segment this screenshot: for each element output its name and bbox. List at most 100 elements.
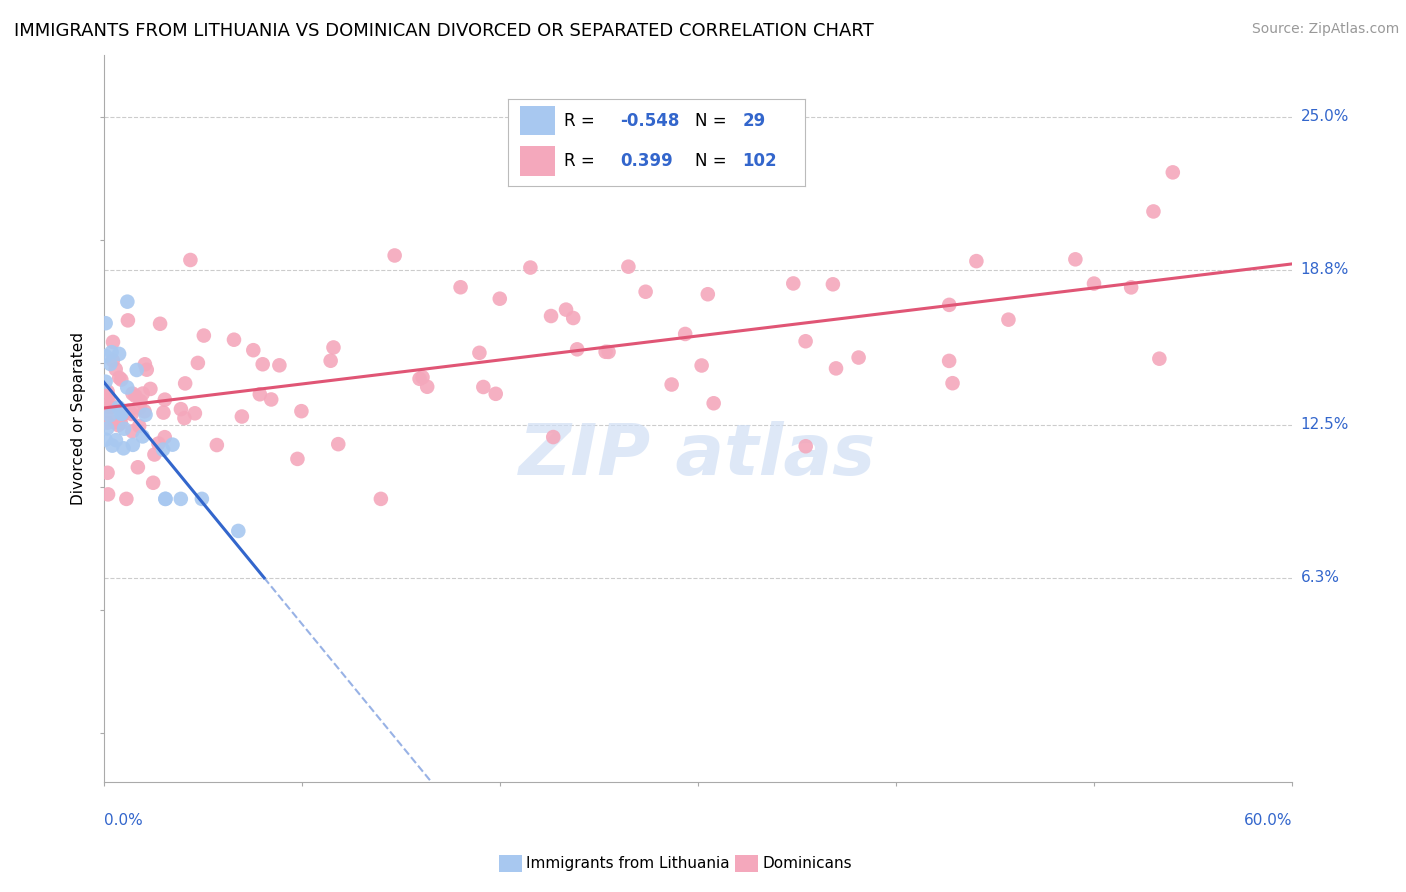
- Point: [111, 408, 134, 422]
- Point: [131, 429, 153, 443]
- Point: [287, 451, 309, 466]
- Point: [107, 401, 129, 415]
- Point: [269, 359, 291, 373]
- Point: [94, 316, 117, 330]
- Text: 0.0%: 0.0%: [104, 813, 142, 828]
- Point: [965, 254, 987, 268]
- Point: [128, 419, 150, 434]
- Point: [152, 442, 174, 457]
- Point: [408, 372, 430, 386]
- Point: [110, 407, 132, 421]
- Point: [110, 416, 132, 430]
- Text: 6.3%: 6.3%: [1301, 570, 1340, 585]
- Point: [97, 487, 120, 501]
- Point: [118, 404, 141, 418]
- Point: [468, 346, 491, 360]
- Text: 25.0%: 25.0%: [1301, 110, 1348, 124]
- Point: [634, 285, 657, 299]
- Point: [193, 328, 215, 343]
- Point: [782, 277, 804, 291]
- Point: [322, 341, 344, 355]
- Point: [328, 437, 350, 451]
- Text: IMMIGRANTS FROM LITHUANIA VS DOMINICAN DIVORCED OR SEPARATED CORRELATION CHART: IMMIGRANTS FROM LITHUANIA VS DOMINICAN D…: [14, 22, 873, 40]
- Point: [696, 287, 718, 301]
- Point: [135, 408, 157, 422]
- Point: [184, 406, 207, 420]
- Point: [472, 380, 495, 394]
- Point: [562, 311, 585, 326]
- Point: [128, 401, 150, 415]
- Text: ZIP atlas: ZIP atlas: [519, 421, 876, 490]
- Point: [153, 430, 176, 444]
- Point: [242, 343, 264, 358]
- Point: [1161, 165, 1184, 179]
- Point: [997, 312, 1019, 326]
- Point: [97, 384, 120, 399]
- Text: 60.0%: 60.0%: [1244, 813, 1292, 828]
- Point: [384, 248, 406, 262]
- Point: [96, 421, 118, 435]
- Y-axis label: Divorced or Separated: Divorced or Separated: [72, 332, 86, 505]
- Point: [125, 363, 148, 377]
- Point: [121, 407, 143, 421]
- Point: [174, 376, 197, 391]
- Point: [104, 362, 127, 376]
- Point: [104, 433, 127, 447]
- Point: [187, 356, 209, 370]
- Point: [112, 422, 135, 436]
- Text: 12.5%: 12.5%: [1301, 417, 1348, 433]
- Point: [252, 357, 274, 371]
- Point: [1083, 277, 1105, 291]
- Point: [132, 386, 155, 401]
- Point: [149, 317, 172, 331]
- Point: [97, 466, 120, 480]
- Point: [941, 376, 963, 391]
- Point: [98, 397, 121, 411]
- Point: [1064, 252, 1087, 267]
- Point: [94, 433, 117, 447]
- Point: [97, 416, 120, 430]
- Point: [191, 491, 214, 506]
- Point: [450, 280, 472, 294]
- Point: [703, 396, 725, 410]
- Point: [938, 354, 960, 368]
- Point: [115, 491, 138, 506]
- Text: Dominicans: Dominicans: [762, 856, 852, 871]
- Point: [139, 382, 162, 396]
- Point: [108, 370, 131, 384]
- Point: [117, 313, 139, 327]
- Point: [598, 345, 620, 359]
- Point: [98, 357, 121, 371]
- Point: [673, 326, 696, 341]
- Point: [121, 425, 143, 439]
- Point: [94, 375, 117, 389]
- Point: [101, 334, 124, 349]
- Point: [173, 411, 195, 425]
- Point: [416, 380, 439, 394]
- Point: [226, 524, 249, 538]
- Point: [134, 357, 156, 371]
- Point: [821, 277, 844, 292]
- Point: [170, 491, 193, 506]
- Point: [155, 491, 177, 506]
- Point: [162, 437, 184, 451]
- Point: [115, 380, 138, 394]
- Point: [848, 351, 870, 365]
- Point: [110, 373, 132, 387]
- Point: [97, 404, 120, 418]
- Point: [104, 415, 127, 429]
- Point: [1142, 204, 1164, 219]
- Point: [205, 438, 228, 452]
- Point: [412, 370, 434, 384]
- Point: [143, 448, 166, 462]
- Point: [94, 349, 117, 363]
- Point: [134, 404, 156, 418]
- Point: [112, 442, 135, 456]
- Point: [794, 334, 817, 349]
- Point: [129, 394, 152, 409]
- Point: [135, 362, 157, 376]
- Point: [249, 387, 271, 401]
- Point: [127, 460, 149, 475]
- Point: [148, 436, 170, 450]
- Point: [117, 294, 139, 309]
